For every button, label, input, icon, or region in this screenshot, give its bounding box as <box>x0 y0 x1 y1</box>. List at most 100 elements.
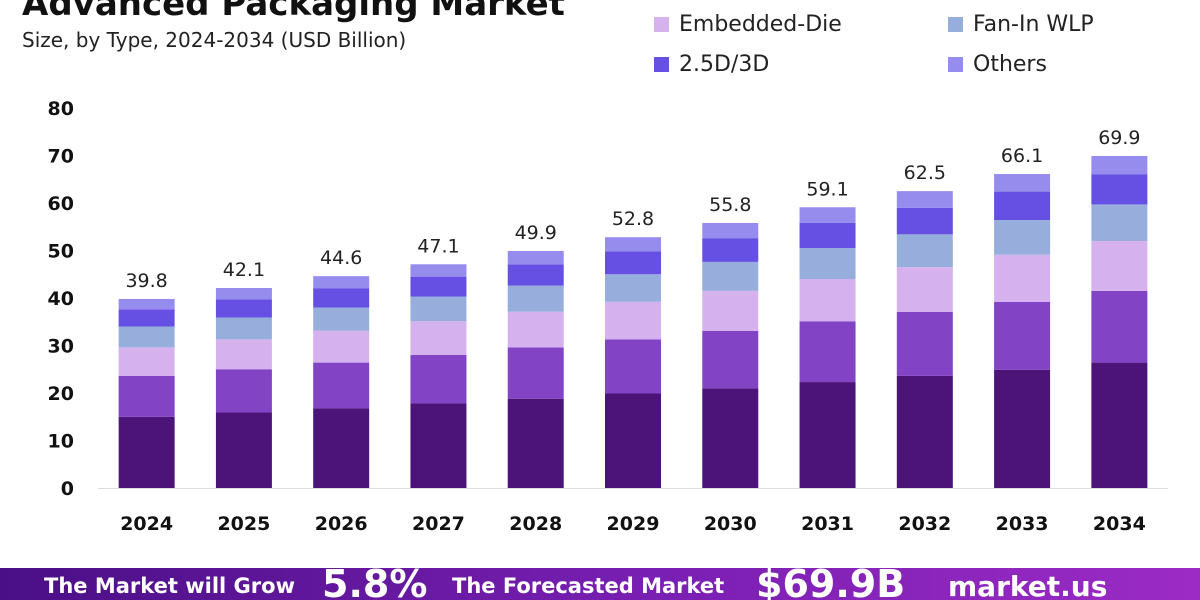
bar-segment-2034-series-5 <box>1091 174 1148 205</box>
bar-segment-2028-series-2 <box>507 347 564 399</box>
x-tick-label-2034: 2034 <box>1093 513 1146 535</box>
bar-segment-2030-series-1 <box>702 388 759 488</box>
x-tick-label-2032: 2032 <box>898 513 951 535</box>
stacked-bar-chart: 0102030405060708039.8202442.1202544.6202… <box>48 98 1168 535</box>
bar-segment-2027-series-2 <box>410 355 467 404</box>
bar-segment-2026-series-2 <box>313 362 370 409</box>
bar-segment-2029-series-5 <box>605 251 661 275</box>
bar-total-label-2031: 59.1 <box>806 178 848 200</box>
y-tick-label: 0 <box>61 478 74 500</box>
bar-segment-2027-series-3 <box>410 321 467 355</box>
bar-segment-2033-series-2 <box>994 301 1051 370</box>
bar-segment-2033-series-4 <box>994 220 1051 255</box>
market-us-logo: market.us <box>948 570 1108 600</box>
x-tick-label-2026: 2026 <box>315 513 368 535</box>
bar-segment-2029-series-2 <box>605 339 661 394</box>
bar-total-label-2027: 47.1 <box>417 235 459 257</box>
bar-total-label-2033: 66.1 <box>1001 145 1043 167</box>
y-tick-label: 60 <box>48 193 74 215</box>
bar-segment-2034-series-1 <box>1091 362 1148 488</box>
x-tick-label-2025: 2025 <box>217 513 270 535</box>
bar-segment-2031-series-2 <box>799 321 856 383</box>
y-tick-label: 80 <box>48 98 74 120</box>
bar-segment-2024-series-4 <box>118 326 175 348</box>
bar-segment-2032-series-4 <box>896 234 953 268</box>
bar-segment-2025-series-6 <box>215 288 272 300</box>
legend-label-fan-in-wlp: Fan-In WLP <box>973 12 1094 37</box>
legend-label-others: Others <box>973 52 1047 77</box>
bar-segment-2031-series-3 <box>799 279 856 322</box>
legend-item-embedded-die: Embedded-Die <box>654 12 842 37</box>
bar-total-label-2034: 69.9 <box>1098 127 1140 149</box>
bar-segment-2026-series-3 <box>313 330 370 363</box>
x-tick-label-2029: 2029 <box>607 513 660 535</box>
x-tick-label-2024: 2024 <box>120 513 173 535</box>
y-tick-label: 30 <box>48 336 74 358</box>
bar-segment-2026-series-4 <box>313 307 370 331</box>
bar-segment-2032-series-3 <box>896 267 953 312</box>
bar-total-label-2030: 55.8 <box>709 194 751 216</box>
bar-total-label-2032: 62.5 <box>904 162 946 184</box>
bar-segment-2027-series-1 <box>410 403 467 488</box>
y-tick-label: 70 <box>48 146 74 168</box>
bar-segment-2030-series-6 <box>702 222 759 239</box>
bar-segment-2028-series-5 <box>507 264 564 286</box>
x-tick-label-2028: 2028 <box>509 513 562 535</box>
bar-segment-2024-series-6 <box>118 298 175 310</box>
chart-title: Advanced Packaging Market <box>22 0 565 24</box>
bar-segment-2024-series-2 <box>118 375 175 417</box>
bar-segment-2029-series-3 <box>605 301 661 340</box>
bar-segment-2028-series-4 <box>507 285 564 312</box>
bar-segment-2033-series-5 <box>994 191 1051 221</box>
legend-item-2-5d-3d: 2.5D/3D <box>654 52 769 77</box>
bar-segment-2034-series-2 <box>1091 290 1148 363</box>
bar-segment-2029-series-6 <box>605 237 661 252</box>
bar-segment-2032-series-5 <box>896 207 953 235</box>
bar-segment-2025-series-4 <box>215 317 272 340</box>
bar-segment-2032-series-2 <box>896 311 953 376</box>
bar-segment-2025-series-2 <box>215 369 272 413</box>
bar-segment-2024-series-3 <box>118 347 175 376</box>
bar-segment-2028-series-6 <box>507 250 564 265</box>
bar-segment-2029-series-1 <box>605 393 661 488</box>
legend-label-embedded-die: Embedded-Die <box>679 12 842 37</box>
bar-segment-2034-series-6 <box>1091 155 1148 175</box>
bar-segment-2025-series-1 <box>215 412 272 488</box>
bar-segment-2024-series-5 <box>118 309 175 327</box>
footer-forecast-text: The Forecasted Market <box>452 574 725 598</box>
y-tick-label: 20 <box>48 383 74 405</box>
x-tick-label-2030: 2030 <box>704 513 757 535</box>
bar-segment-2033-series-1 <box>994 369 1051 488</box>
bar-segment-2031-series-6 <box>799 207 856 223</box>
bar-segment-2031-series-5 <box>799 222 856 249</box>
bar-segment-2026-series-6 <box>313 276 370 289</box>
bar-segment-2029-series-4 <box>605 274 661 302</box>
bar-segment-2027-series-4 <box>410 296 467 322</box>
bar-total-label-2024: 39.8 <box>125 270 167 292</box>
bar-total-label-2028: 49.9 <box>515 222 557 244</box>
bar-segment-2034-series-3 <box>1091 241 1148 291</box>
bar-segment-2030-series-5 <box>702 238 759 262</box>
legend-swatch-others <box>948 57 963 72</box>
bar-segment-2032-series-6 <box>896 191 953 208</box>
bar-segment-2030-series-2 <box>702 330 759 389</box>
y-tick-label: 10 <box>48 431 74 453</box>
y-tick-label: 50 <box>48 241 74 263</box>
footer-grow-text: The Market will Grow <box>44 574 295 598</box>
bar-segment-2025-series-5 <box>215 299 272 318</box>
legend-label-2-5d-3d: 2.5D/3D <box>679 52 770 77</box>
bar-segment-2032-series-1 <box>896 375 953 488</box>
x-tick-label-2027: 2027 <box>412 513 465 535</box>
bar-total-label-2025: 42.1 <box>223 259 265 281</box>
y-tick-label: 40 <box>48 288 74 310</box>
bar-segment-2028-series-3 <box>507 311 564 348</box>
bar-segment-2034-series-4 <box>1091 204 1148 241</box>
bar-segment-2031-series-4 <box>799 248 856 279</box>
bar-segment-2027-series-5 <box>410 276 467 297</box>
x-tick-label-2031: 2031 <box>801 513 854 535</box>
bar-segment-2025-series-3 <box>215 339 272 370</box>
bar-segment-2030-series-3 <box>702 290 759 331</box>
bar-segment-2033-series-3 <box>994 254 1051 302</box>
legend-item-others: Others <box>948 52 1047 77</box>
bar-total-label-2029: 52.8 <box>612 208 654 230</box>
